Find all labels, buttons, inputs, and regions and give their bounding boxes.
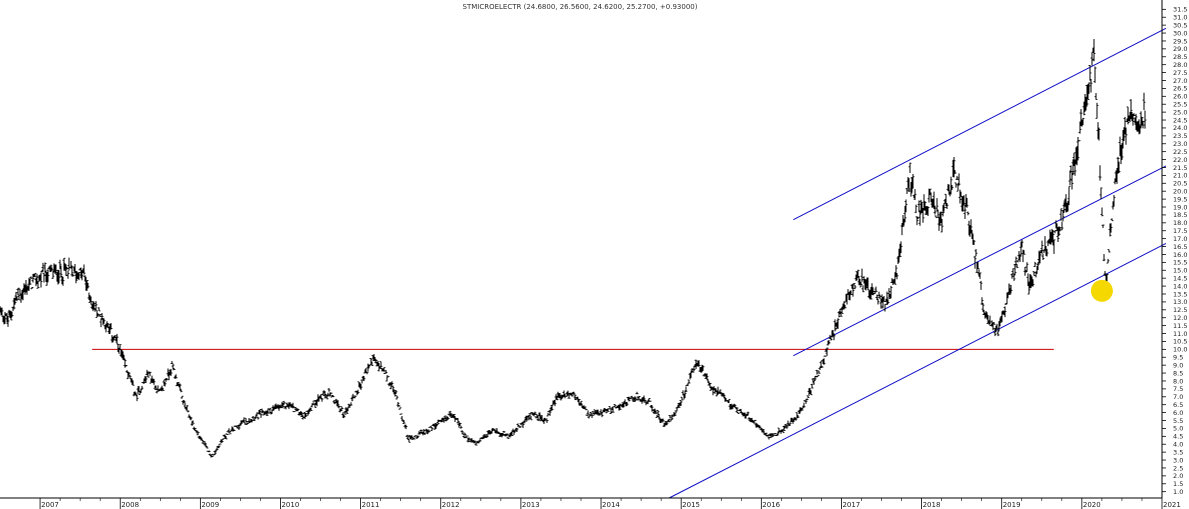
y-tick-label: 18.0 — [1173, 219, 1187, 227]
y-tick-label: 14.0 — [1173, 282, 1187, 290]
y-tick-label: 6.0 — [1173, 409, 1183, 417]
y-tick-label: 15.5 — [1173, 259, 1187, 267]
y-tick-label: 23.5 — [1173, 132, 1187, 140]
highlight-circle — [1090, 279, 1113, 302]
y-tick-label: 5.5 — [1173, 417, 1183, 425]
y-tick-label: 17.0 — [1173, 235, 1187, 243]
y-tick-label: 21.5 — [1173, 164, 1187, 172]
y-tick-label: 24.5 — [1173, 116, 1187, 124]
y-tick-label: 16.0 — [1173, 251, 1187, 259]
x-tick-label: 2018 — [923, 501, 941, 509]
y-axis: 1.01.52.02.53.03.54.04.55.05.56.06.57.07… — [1161, 0, 1187, 498]
y-tick-label: 12.5 — [1173, 306, 1187, 314]
y-tick-label: 2.5 — [1173, 464, 1183, 472]
y-tick-label: 11.0 — [1173, 330, 1187, 338]
y-tick-label: 4.0 — [1173, 441, 1183, 449]
trend-channel-line-2 — [793, 165, 1167, 357]
x-tick-label: 2010 — [281, 501, 299, 509]
y-tick-label: 1.5 — [1173, 480, 1183, 488]
trend-channel-line-1 — [793, 27, 1167, 221]
y-tick-label: 11.5 — [1173, 322, 1187, 330]
y-tick-label: 8.5 — [1173, 369, 1183, 377]
y-tick-label: 24.0 — [1173, 124, 1187, 132]
y-tick-label: 8.0 — [1173, 377, 1183, 385]
y-tick-label: 31.5 — [1173, 6, 1187, 14]
ohlc-bars — [0, 38, 1147, 458]
x-tick-label: 2011 — [362, 501, 380, 509]
chart-title: STMICROELECTR (24.6800, 26.5600, 24.6200… — [463, 3, 698, 11]
y-tick-label: 9.0 — [1173, 361, 1183, 369]
y-tick-label: 15.0 — [1173, 267, 1187, 275]
y-tick-label: 17.5 — [1173, 227, 1187, 235]
y-tick-label: 20.0 — [1173, 187, 1187, 195]
x-tick-label: 2016 — [762, 501, 780, 509]
y-tick-label: 12.0 — [1173, 314, 1187, 322]
x-tick-label: 2013 — [522, 501, 540, 509]
x-tick-label: 2015 — [682, 501, 700, 509]
y-tick-label: 20.5 — [1173, 180, 1187, 188]
y-tick-label: 18.5 — [1173, 211, 1187, 219]
y-tick-label: 27.5 — [1173, 69, 1187, 77]
trend-channel-line-3 — [668, 242, 1167, 499]
y-tick-label: 2.0 — [1173, 472, 1183, 480]
y-tick-label: 19.5 — [1173, 195, 1187, 203]
y-tick-label: 27.0 — [1173, 77, 1187, 85]
y-tick-label: 10.5 — [1173, 338, 1187, 346]
highlight-marker — [1090, 279, 1113, 302]
y-tick-label: 29.0 — [1173, 45, 1187, 53]
x-tick-label: 2012 — [442, 501, 460, 509]
y-tick-label: 6.5 — [1173, 401, 1183, 409]
y-tick-label: 22.5 — [1173, 148, 1187, 156]
y-tick-label: 30.5 — [1173, 21, 1187, 29]
x-tick-label: 2008 — [121, 501, 139, 509]
x-tick-label: 2020 — [1083, 501, 1101, 509]
y-tick-label: 3.0 — [1173, 456, 1183, 464]
y-tick-label: 13.0 — [1173, 298, 1187, 306]
y-tick-label: 13.5 — [1173, 290, 1187, 298]
y-tick-label: 16.5 — [1173, 243, 1187, 251]
y-tick-label: 30.0 — [1173, 29, 1187, 37]
y-tick-label: 25.0 — [1173, 108, 1187, 116]
y-tick-label: 10.0 — [1173, 346, 1187, 354]
y-tick-label: 9.5 — [1173, 354, 1183, 362]
x-tick-label: 2007 — [41, 501, 59, 509]
y-tick-label: 31.0 — [1173, 14, 1187, 22]
y-tick-label: 7.5 — [1173, 385, 1183, 393]
y-tick-label: 26.0 — [1173, 93, 1187, 101]
x-tick-label: 2021 — [1163, 501, 1181, 509]
y-tick-label: 23.0 — [1173, 140, 1187, 148]
y-tick-label: 29.5 — [1173, 37, 1187, 45]
x-axis: 2007 2008 2009 2010 2011 2012 2013 2014 2015 2016… — [0, 497, 1181, 509]
y-tick-label: 21.0 — [1173, 172, 1187, 180]
y-tick-label: 3.5 — [1173, 448, 1183, 456]
reference-lines — [92, 27, 1167, 499]
x-tick-label: 2014 — [602, 501, 620, 509]
y-tick-label: 22.0 — [1173, 156, 1187, 164]
y-tick-label: 14.5 — [1173, 274, 1187, 282]
y-tick-label: 7.0 — [1173, 393, 1183, 401]
y-tick-label: 5.0 — [1173, 425, 1183, 433]
x-tick-label: 2009 — [201, 501, 219, 509]
y-tick-label: 1.0 — [1173, 488, 1183, 496]
y-tick-label: 28.5 — [1173, 53, 1187, 61]
y-tick-label: 25.5 — [1173, 101, 1187, 109]
x-tick-label: 2017 — [842, 501, 860, 509]
y-tick-label: 28.0 — [1173, 61, 1187, 69]
y-tick-label: 19.0 — [1173, 203, 1187, 211]
y-tick-label: 4.5 — [1173, 433, 1183, 441]
x-tick-label: 2019 — [1003, 501, 1021, 509]
y-tick-label: 26.5 — [1173, 85, 1187, 93]
